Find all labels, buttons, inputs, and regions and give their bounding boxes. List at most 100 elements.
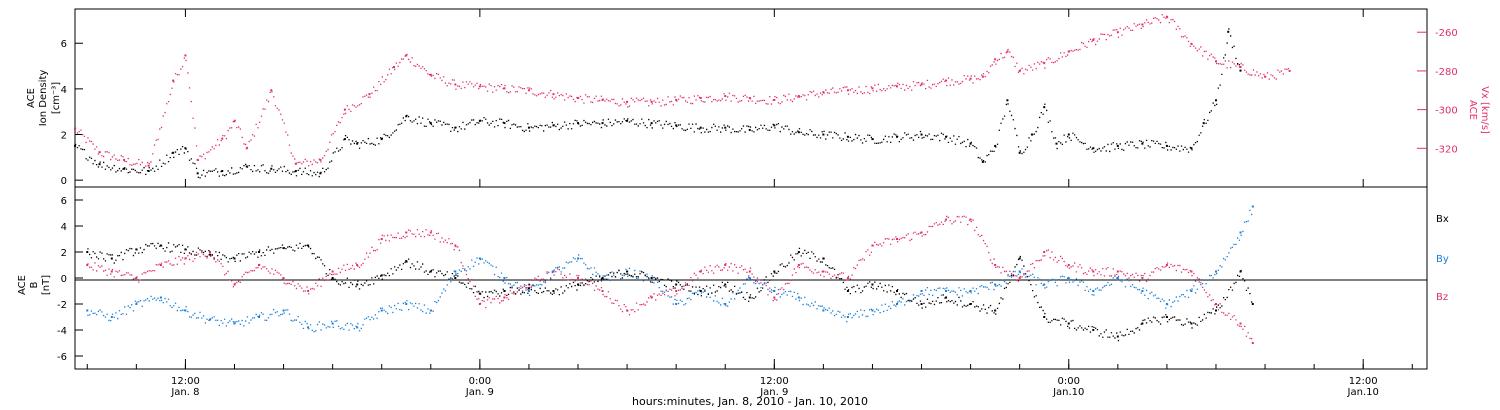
bx-point-24 (675, 283, 678, 286)
density-point-51 (1190, 147, 1193, 150)
vx-point-47 (1116, 31, 1119, 34)
by-point-0 (86, 309, 89, 312)
by-point-13 (405, 303, 408, 305)
density-point-13 (356, 142, 359, 145)
vx-point-8 (233, 120, 236, 123)
bz-point-13 (405, 231, 408, 234)
by-point-20 (577, 257, 580, 260)
density-point-7 (221, 170, 224, 173)
bz-point-28 (773, 296, 776, 299)
by-point-6 (233, 322, 236, 325)
bx-point-22 (626, 270, 629, 273)
density-point-20 (527, 126, 530, 129)
density-point-48 (1116, 144, 1119, 147)
bx-point-30 (822, 257, 825, 260)
bx-point-20 (577, 283, 580, 286)
bz-point-37 (994, 264, 997, 266)
by-point-9 (307, 326, 310, 329)
top-ylabel-line1: ACE (26, 88, 37, 108)
vx-point-27 (675, 98, 678, 101)
vx-point-13 (343, 108, 346, 111)
bx-point-9 (307, 244, 310, 247)
bz-point-44 (1165, 264, 1168, 266)
bz-point-15 (454, 244, 457, 247)
xtick-time-3: 0:00 (1058, 376, 1080, 387)
bottom-ytick-label-2: -2 (57, 300, 67, 311)
density-point-5 (184, 147, 187, 150)
top-y2tick-label-3: -320 (1435, 144, 1458, 155)
bx-point-10 (331, 277, 334, 279)
density-point-55 (1239, 69, 1242, 72)
by-point-33 (895, 303, 898, 305)
bz-point-11 (356, 264, 359, 266)
density-point-8 (245, 165, 248, 168)
bx-point-34 (920, 303, 923, 305)
density-point-11 (319, 172, 322, 175)
bx-point-33 (895, 290, 898, 292)
by-point-17 (503, 277, 506, 279)
vx-point-46 (1092, 38, 1095, 41)
vx-point-25 (626, 100, 629, 103)
bx-point-27 (748, 296, 751, 299)
bz-point-41 (1092, 270, 1095, 273)
xtick-date-4: Jan.10 (1347, 387, 1379, 398)
bx-point-28 (773, 270, 776, 273)
top-left-axis: 0 2 4 6 (61, 39, 83, 187)
by-point-4 (184, 309, 187, 312)
by-point-8 (282, 309, 285, 312)
vx-point-3 (147, 164, 150, 167)
by-point-30 (822, 309, 825, 312)
xtick-time-0: 12:00 (171, 376, 200, 387)
by-point-36 (969, 290, 972, 292)
bz-cloud (87, 215, 1253, 340)
density-point-9 (270, 167, 273, 170)
bx-point-44 (1165, 316, 1168, 318)
bz-point-39 (1043, 251, 1046, 253)
density-point-24 (626, 119, 629, 122)
vx-point-24 (601, 98, 604, 101)
density-point-14 (380, 138, 383, 141)
bx-point-13 (405, 260, 408, 263)
by-point-38 (1018, 270, 1021, 273)
bz-point-8 (282, 277, 285, 279)
density-point-32 (822, 133, 825, 136)
bz-point-16 (478, 303, 481, 305)
bx-point-47 (1239, 270, 1242, 273)
bx-point-8 (282, 247, 285, 250)
density-point-53 (1214, 99, 1217, 102)
bx-point-43 (1141, 322, 1144, 325)
density-point-4 (172, 151, 175, 154)
xtick-date-3: Jan.10 (1052, 387, 1084, 398)
bottom-panel-frame (74, 186, 1428, 370)
bx-point-5 (208, 253, 211, 256)
top-right-axis: -260 -280 -300 -320 (1417, 28, 1458, 155)
legend-bz: Bz (1436, 292, 1448, 303)
bz-point-31 (846, 277, 849, 279)
bx-point-40 (1067, 322, 1070, 325)
bz-point-0 (86, 264, 89, 266)
by-point-29 (797, 296, 800, 299)
xtick-date-2: Jan. 9 (759, 387, 788, 398)
density-point-38 (969, 142, 972, 145)
density-point-3 (147, 170, 150, 173)
xtick-time-2: 12:00 (760, 376, 789, 387)
by-point-16 (478, 257, 481, 260)
bx-point-18 (527, 287, 530, 290)
by-point-47 (1239, 231, 1242, 234)
bz-point-38 (1018, 277, 1021, 279)
density-point-29 (748, 128, 751, 131)
density-point-0 (74, 144, 76, 147)
vx-point-36 (895, 85, 898, 88)
vx-point-20 (503, 87, 506, 90)
by-point-7 (258, 316, 261, 318)
bz-point-22 (626, 309, 629, 312)
vx-point-12 (319, 158, 322, 161)
vx-point-15 (392, 66, 395, 69)
density-point-42 (1018, 151, 1021, 154)
by-point-41 (1092, 290, 1095, 292)
by-point-24 (675, 303, 678, 305)
density-point-15 (405, 115, 408, 118)
vx-point-19 (478, 85, 481, 88)
bottom-left-axis: -6 -4 -2 0 2 4 6 (57, 196, 83, 363)
by-point-42 (1116, 277, 1119, 279)
